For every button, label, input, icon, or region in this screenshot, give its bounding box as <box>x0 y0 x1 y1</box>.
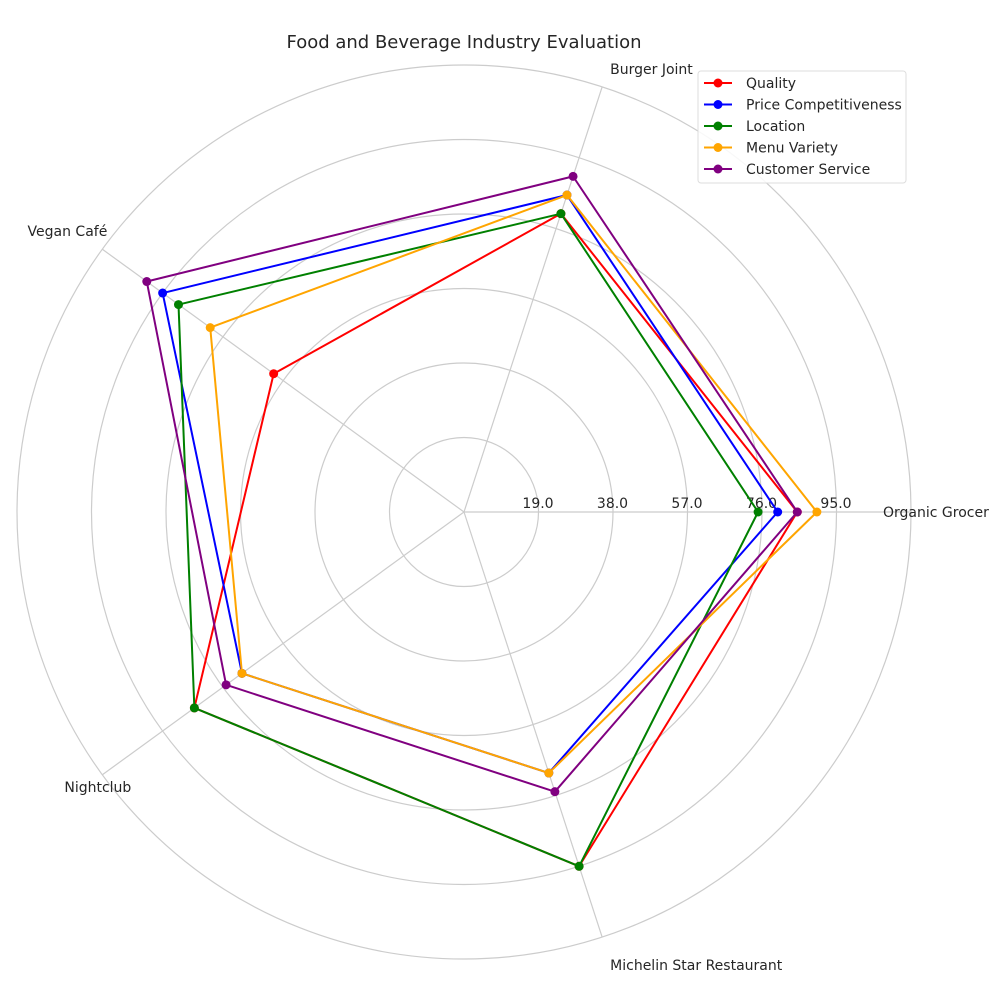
point-menu-variety-organic-grocer <box>812 507 822 517</box>
legend-swatch-marker <box>713 164 723 174</box>
point-customer-service-vegan-cafe <box>142 277 152 287</box>
legend-frame <box>697 70 907 184</box>
point-location-vegan-cafe <box>174 300 184 310</box>
series-location <box>174 209 763 871</box>
series-line-customer-service <box>145 175 799 793</box>
legend-label: Quality <box>746 76 796 92</box>
point-customer-service-burger-joint <box>568 171 578 181</box>
r-tick-label: 95.0 <box>820 496 851 512</box>
point-location-organic-grocer <box>753 507 763 517</box>
category-label-nightclub: Nightclub <box>64 780 131 796</box>
category-labels: Organic Grocer Burger Joint Vegan Café Nigh… <box>28 62 990 974</box>
point-quality-vegan-cafe <box>269 369 279 379</box>
series-line-price-competitiveness <box>161 194 779 775</box>
r-tick-label: 57.0 <box>671 496 702 512</box>
legend-item-customer-service: Customer Service <box>704 162 870 178</box>
legend-label: Price Competitiveness <box>746 98 902 114</box>
series-menu-variety <box>205 190 822 778</box>
legend-item-menu-variety: Menu Variety <box>704 141 838 157</box>
legend-label: Location <box>746 119 805 135</box>
category-label-organic-grocer: Organic Grocer <box>883 505 989 521</box>
point-menu-variety-vegan-cafe <box>205 323 215 333</box>
point-customer-service-nightclub <box>221 680 231 690</box>
legend-swatch-marker <box>713 143 723 152</box>
legend: Quality Price Competitiveness Location Menu… <box>697 70 907 184</box>
legend-label: Customer Service <box>746 162 870 178</box>
spoke-nightclub <box>102 511 465 776</box>
point-price-competitiveness-organic-grocer <box>773 507 783 517</box>
point-menu-variety-burger-joint <box>562 190 572 200</box>
legend-item-quality: Quality <box>704 76 796 92</box>
r-tick-label: 38.0 <box>597 496 628 512</box>
legend-swatch-marker <box>713 78 723 88</box>
point-location-nightclub <box>189 703 199 713</box>
legend-label: Menu Variety <box>746 141 838 157</box>
spoke-burger-joint <box>463 86 603 513</box>
point-customer-service-michelin-star-restaurant <box>550 787 560 797</box>
series-line-menu-variety <box>209 194 818 775</box>
category-label-vegan-cafe: Vegan Café <box>28 224 108 240</box>
point-location-michelin-star-restaurant <box>574 861 584 871</box>
series-customer-service <box>142 171 802 797</box>
legend-swatch-marker <box>713 100 723 109</box>
r-tick-label: 19.0 <box>522 496 553 512</box>
spoke-michelin-star-restaurant <box>463 511 603 938</box>
series-layer <box>142 171 822 871</box>
spoke-vegan-cafe <box>102 248 465 513</box>
series-line-quality <box>193 212 799 868</box>
legend-item-price-competitiveness: Price Competitiveness <box>704 98 902 114</box>
point-customer-service-organic-grocer <box>792 507 802 517</box>
category-label-michelin-star-restaurant: Michelin Star Restaurant <box>610 958 783 974</box>
series-line-location <box>177 212 760 868</box>
legend-item-location: Location <box>704 119 805 135</box>
radial-tick-labels: 19.0 38.0 57.0 76.0 95.0 <box>522 496 851 512</box>
point-menu-variety-nightclub <box>237 668 247 678</box>
point-location-burger-joint <box>556 209 566 219</box>
category-label-burger-joint: Burger Joint <box>610 62 693 78</box>
chart-title: Food and Beverage Industry Evaluation <box>286 32 641 53</box>
point-menu-variety-michelin-star-restaurant <box>544 768 554 778</box>
point-price-competitiveness-vegan-cafe <box>158 288 168 298</box>
legend-swatch-marker <box>713 121 723 131</box>
